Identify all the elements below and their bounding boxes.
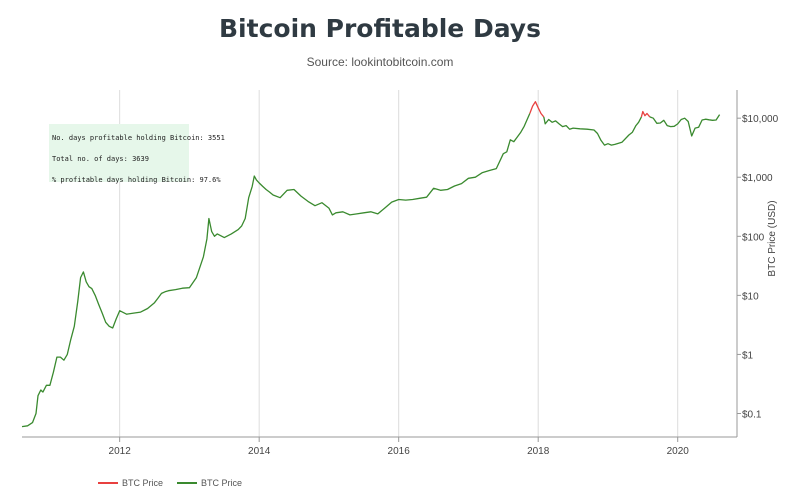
y-tick-label: $10,000 <box>742 114 779 125</box>
y-tick-label: $10 <box>742 291 759 302</box>
stats-annotation-box: No. days profitable holding Bitcoin: 355… <box>49 124 225 184</box>
y-axis-label: BTC Price (USD) <box>767 200 778 276</box>
legend-label-green: BTC Price <box>201 478 243 488</box>
x-tick-label: 2016 <box>388 446 411 457</box>
legend-item-green[interactable]: BTC Price <box>177 478 242 488</box>
y-tick-label: $0.1 <box>742 409 762 420</box>
legend-label-red: BTC Price <box>122 478 164 488</box>
btc-price-line-segment-4 <box>649 114 721 137</box>
stat-total-days: Total no. of days: 3639 <box>52 155 149 163</box>
y-tick-label: $100 <box>742 232 765 243</box>
legend-swatch-green <box>177 482 198 484</box>
legend-item-red[interactable]: BTC Price <box>98 478 163 488</box>
legend: BTC Price BTC Price <box>98 478 256 488</box>
x-tick-label: 2012 <box>109 446 132 457</box>
y-tick-label: $1 <box>742 350 754 361</box>
chart-title: Bitcoin Profitable Days <box>219 14 541 43</box>
stat-percent-profitable: % profitable days holding Bitcoin: 97.6% <box>52 176 221 184</box>
stat-profitable-days: No. days profitable holding Bitcoin: 355… <box>52 134 225 142</box>
btc-price-line-segment-1 <box>529 101 545 118</box>
btc-price-line-segment-3 <box>640 110 651 118</box>
legend-swatch-red <box>98 482 118 484</box>
y-tick-label: $1,000 <box>742 173 773 184</box>
x-tick-label: 2020 <box>667 446 690 457</box>
btc-price-line-segment-0 <box>21 113 531 428</box>
chart-subtitle: Source: lookintobitcoin.com <box>306 55 454 69</box>
x-tick-label: 2018 <box>527 446 550 457</box>
x-tick-label: 2014 <box>248 446 271 457</box>
btc-price-line-segment-2 <box>543 116 642 146</box>
